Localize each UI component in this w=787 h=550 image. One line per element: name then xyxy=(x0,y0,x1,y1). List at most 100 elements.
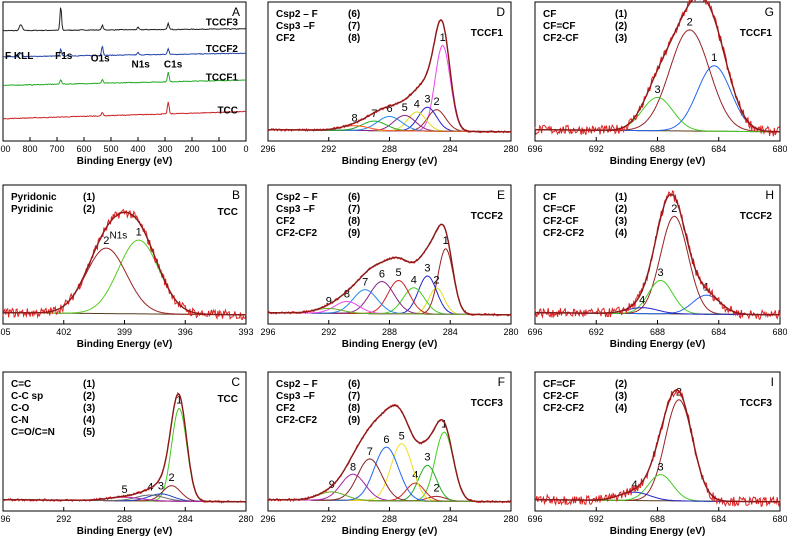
peak-label: 2 xyxy=(434,483,440,495)
peak-label: 1 xyxy=(443,235,449,247)
x-axis-label: Binding Energy (eV) xyxy=(342,526,438,537)
element-label: F1s xyxy=(55,51,73,62)
legend-index: (6) xyxy=(348,192,360,203)
legend-name: Csp2 – F xyxy=(276,379,318,390)
element-label: N1s xyxy=(132,60,151,71)
peak-label: 5 xyxy=(399,430,405,442)
sample-label: TCCF2 xyxy=(740,211,773,222)
legend-index: (1) xyxy=(83,192,95,203)
peak-label: 1 xyxy=(441,418,447,430)
peak-label: 5 xyxy=(121,484,127,496)
sample-label: TCCF3 xyxy=(471,398,504,409)
x-tick-label: 396 xyxy=(178,327,193,337)
peak-label: 8 xyxy=(352,113,358,125)
peak-label: 2 xyxy=(687,16,693,28)
x-tick-label: 280 xyxy=(503,144,518,154)
peak-label: 3 xyxy=(424,452,430,464)
legend-index: (2) xyxy=(615,379,627,390)
component-peak-8 xyxy=(268,473,511,503)
panel-letter: B xyxy=(232,188,240,202)
x-tick-label: 696 xyxy=(527,514,542,524)
series-label: TCCF2 xyxy=(206,44,239,55)
series-line-tccf1 xyxy=(2,71,247,87)
x-tick-label: 688 xyxy=(650,514,665,524)
component-peak-6 xyxy=(268,446,511,503)
x-tick-label: 600 xyxy=(76,144,91,154)
legend-index: (1) xyxy=(615,192,627,203)
peak-label: 3 xyxy=(158,480,164,492)
legend-name: CF2-CF xyxy=(543,391,579,402)
x-tick-label: 280 xyxy=(503,514,518,524)
legend-name: C=C xyxy=(11,379,31,390)
component-peak-5 xyxy=(268,443,511,503)
x-tick-label: 288 xyxy=(117,514,132,524)
peak-label: 4 xyxy=(411,274,417,286)
legend-name: CF2-CF2 xyxy=(276,228,318,239)
legend-name: C-O xyxy=(11,403,30,414)
x-axis-label: Binding Energy (eV) xyxy=(77,339,173,350)
x-tick-label: 680 xyxy=(772,327,787,337)
legend-name: CF=CF xyxy=(543,21,576,32)
peak-label: 1 xyxy=(176,395,182,407)
x-tick-label: 700 xyxy=(49,144,64,154)
component-peak-5 xyxy=(268,279,511,316)
panel-letter: I xyxy=(771,375,774,389)
legend-name: CF2-CF xyxy=(543,33,579,44)
x-tick-label: 280 xyxy=(238,514,253,524)
panel-letter: H xyxy=(765,188,774,202)
x-tick-label: 296 xyxy=(0,514,11,524)
annotation-label: N1s xyxy=(110,231,128,242)
peak-label: 8 xyxy=(350,461,356,473)
x-axis-label: Binding Energy (eV) xyxy=(77,156,173,167)
legend-name: Pyridinic xyxy=(11,204,54,215)
x-axis-label: Binding Energy (eV) xyxy=(77,526,173,537)
x-tick-label: 800 xyxy=(22,144,37,154)
element-label: O1s xyxy=(91,54,110,65)
fit-envelope xyxy=(535,0,780,133)
peak-label: 6 xyxy=(383,434,389,446)
legend-name: CF2 xyxy=(276,216,295,227)
series-label: TCC xyxy=(217,106,238,117)
legend-index: (8) xyxy=(348,403,360,414)
component-peak-2 xyxy=(3,247,246,316)
x-tick-label: 292 xyxy=(321,327,336,337)
legend-index: (4) xyxy=(615,228,627,239)
panel-i: 696 692 688 684 680 Binding Energy (eV) I TCCF3… xyxy=(527,371,787,537)
series-label: TCCF1 xyxy=(206,72,239,83)
peak-label: 1 xyxy=(711,52,717,64)
legend-name: Csp3 –F xyxy=(276,391,315,402)
peak-label: 3 xyxy=(658,267,664,279)
legend-index: (7) xyxy=(348,21,360,32)
fit-envelope xyxy=(268,404,511,503)
x-tick-label: 393 xyxy=(238,327,253,337)
legend-index: (2) xyxy=(83,204,95,215)
element-label: F KLL xyxy=(5,51,33,62)
peak-label: 1 xyxy=(136,227,142,239)
legend-name: CF=CF xyxy=(543,204,576,215)
panel-g: 696 692 688 684 680 Binding Energy (eV) G TCCF1… xyxy=(527,0,787,167)
x-tick-label: 684 xyxy=(711,327,726,337)
peak-label: 4 xyxy=(639,294,645,306)
x-tick-label: 680 xyxy=(772,144,787,154)
fit-envelope xyxy=(268,19,511,133)
legend-index: (1) xyxy=(83,379,95,390)
peak-label: 6 xyxy=(379,268,385,280)
series-line-tccf2 xyxy=(2,45,246,58)
peak-label: 3 xyxy=(424,262,430,274)
measured-spectrum xyxy=(2,208,247,321)
legend-name: CF2-CF2 xyxy=(543,228,585,239)
peak-label: 2 xyxy=(169,472,175,484)
peak-label: 7 xyxy=(367,446,373,458)
component-peak-1 xyxy=(268,44,511,133)
peak-label: 5 xyxy=(396,267,402,279)
x-tick-label: 284 xyxy=(443,327,458,337)
peak-label: 9 xyxy=(326,296,332,308)
legend-name: CF2-CF xyxy=(543,216,579,227)
peak-label: 1 xyxy=(440,32,446,44)
peak-label: 2 xyxy=(671,203,677,215)
legend-name: CF xyxy=(543,9,556,20)
x-tick-label: 400 xyxy=(130,144,145,154)
x-axis-label: Binding Energy (eV) xyxy=(610,526,706,537)
panel-f: 296 292 288 284 280 Binding Energy (eV) F TCCF3… xyxy=(260,371,519,537)
fit-envelope xyxy=(3,393,246,503)
